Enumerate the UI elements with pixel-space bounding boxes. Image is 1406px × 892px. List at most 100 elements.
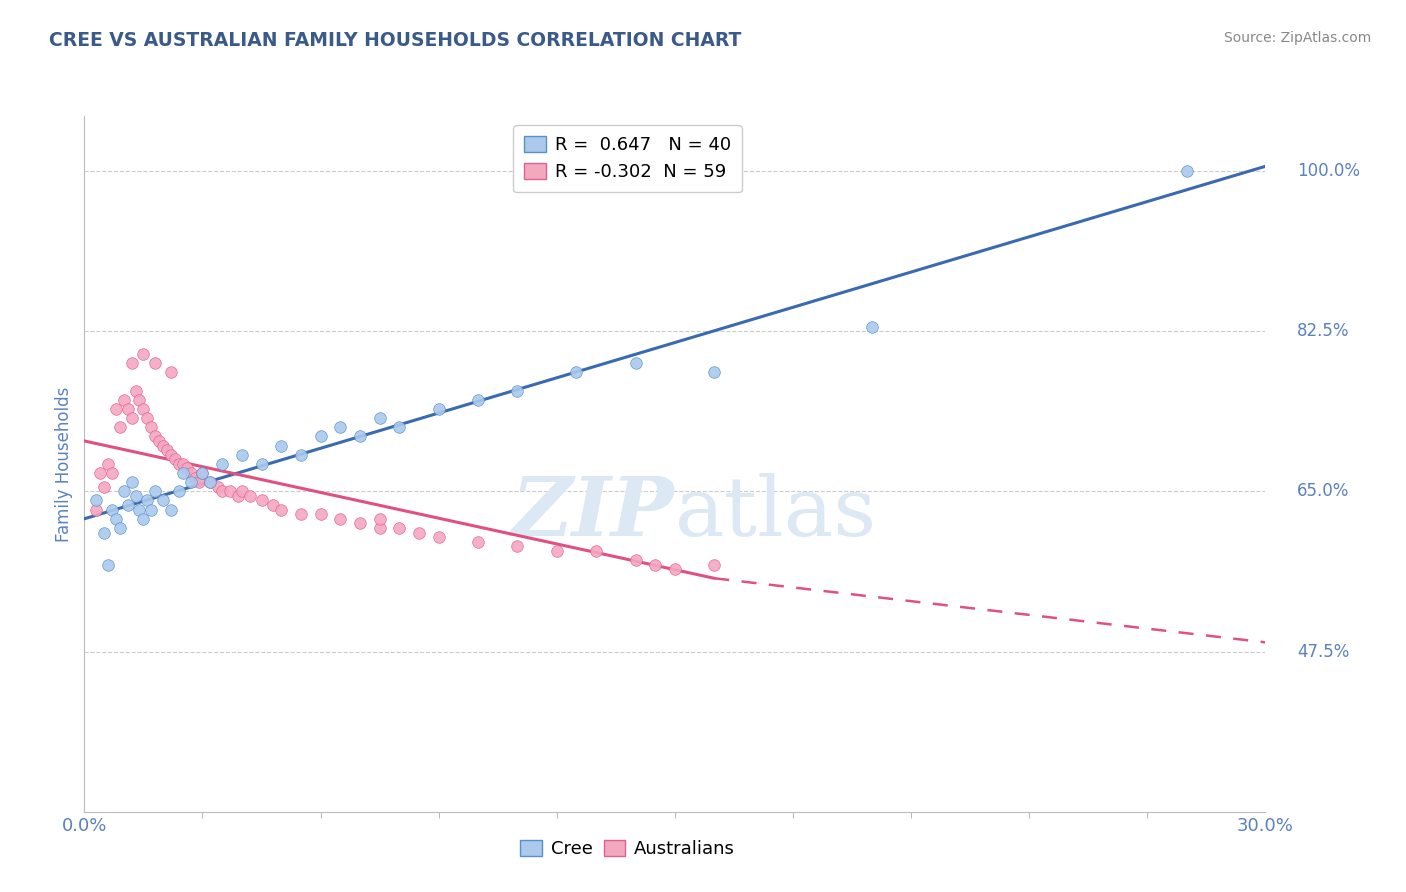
Point xyxy=(141,420,163,434)
Point xyxy=(132,512,155,526)
Point xyxy=(207,480,229,494)
Point xyxy=(250,493,273,508)
Text: 65.0%: 65.0% xyxy=(1296,483,1350,500)
Point xyxy=(160,448,183,462)
Point xyxy=(506,384,529,398)
Point xyxy=(104,401,127,416)
Point xyxy=(136,493,159,508)
Point xyxy=(121,356,143,370)
Point xyxy=(104,512,127,526)
Point xyxy=(84,493,107,508)
Point xyxy=(200,475,222,490)
Point xyxy=(172,466,194,480)
Point xyxy=(368,512,391,526)
Point xyxy=(163,452,186,467)
Point xyxy=(427,401,450,416)
Point xyxy=(506,539,529,553)
Point xyxy=(231,448,253,462)
Point xyxy=(180,466,202,480)
Point xyxy=(121,411,143,425)
Point xyxy=(239,489,262,503)
Text: 100.0%: 100.0% xyxy=(1296,161,1360,180)
Point xyxy=(148,434,170,448)
Point xyxy=(585,544,607,558)
Point xyxy=(860,319,883,334)
Point xyxy=(349,516,371,531)
Point xyxy=(219,484,242,499)
Point xyxy=(368,521,391,535)
Point xyxy=(128,392,150,407)
Point xyxy=(309,507,332,521)
Point xyxy=(211,484,233,499)
Point xyxy=(624,553,647,567)
Point xyxy=(180,475,202,490)
Point xyxy=(97,558,120,572)
Point xyxy=(329,420,352,434)
Point xyxy=(262,498,284,512)
Point xyxy=(152,493,174,508)
Point xyxy=(290,507,312,521)
Legend: Cree, Australians: Cree, Australians xyxy=(513,832,742,865)
Point xyxy=(329,512,352,526)
Point xyxy=(167,484,190,499)
Point xyxy=(167,457,190,471)
Text: ZIP: ZIP xyxy=(512,473,675,552)
Point xyxy=(703,365,725,379)
Point xyxy=(128,502,150,516)
Point xyxy=(644,558,666,572)
Point xyxy=(270,502,292,516)
Point xyxy=(226,489,249,503)
Point xyxy=(156,443,179,458)
Point xyxy=(160,365,183,379)
Point xyxy=(112,392,135,407)
Point xyxy=(664,562,686,576)
Point xyxy=(183,470,205,484)
Point xyxy=(270,438,292,452)
Point xyxy=(101,502,124,516)
Point xyxy=(211,457,233,471)
Point xyxy=(89,466,111,480)
Point xyxy=(93,480,115,494)
Point xyxy=(124,384,146,398)
Point xyxy=(290,448,312,462)
Point xyxy=(187,475,209,490)
Point xyxy=(97,457,120,471)
Point xyxy=(160,502,183,516)
Point xyxy=(408,525,430,540)
Point xyxy=(467,534,489,549)
Point xyxy=(124,489,146,503)
Point xyxy=(191,466,214,480)
Point xyxy=(101,466,124,480)
Point xyxy=(117,401,139,416)
Point xyxy=(141,502,163,516)
Point xyxy=(703,558,725,572)
Text: CREE VS AUSTRALIAN FAMILY HOUSEHOLDS CORRELATION CHART: CREE VS AUSTRALIAN FAMILY HOUSEHOLDS COR… xyxy=(49,31,741,50)
Point xyxy=(108,420,131,434)
Point xyxy=(200,475,222,490)
Point xyxy=(172,457,194,471)
Point xyxy=(250,457,273,471)
Point xyxy=(388,420,411,434)
Point xyxy=(132,347,155,361)
Point xyxy=(388,521,411,535)
Point xyxy=(176,461,198,475)
Point xyxy=(231,484,253,499)
Text: atlas: atlas xyxy=(675,473,877,552)
Point xyxy=(93,525,115,540)
Point xyxy=(191,466,214,480)
Point xyxy=(143,429,166,443)
Text: 82.5%: 82.5% xyxy=(1296,322,1350,340)
Point xyxy=(132,401,155,416)
Point xyxy=(136,411,159,425)
Point xyxy=(546,544,568,558)
Point xyxy=(368,411,391,425)
Point xyxy=(143,356,166,370)
Point xyxy=(152,438,174,452)
Text: 47.5%: 47.5% xyxy=(1296,642,1350,660)
Point xyxy=(108,521,131,535)
Text: Source: ZipAtlas.com: Source: ZipAtlas.com xyxy=(1223,31,1371,45)
Point xyxy=(427,530,450,544)
Point xyxy=(112,484,135,499)
Point xyxy=(143,484,166,499)
Point xyxy=(117,498,139,512)
